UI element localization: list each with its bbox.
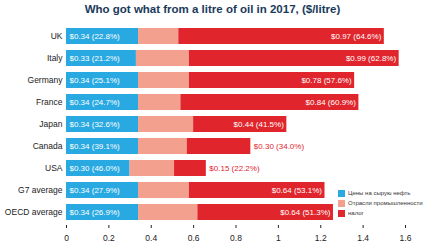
svg-text:1.4: 1.4 [357, 233, 369, 243]
svg-text:$0.34 (27.9%): $0.34 (27.9%) [70, 186, 121, 195]
svg-text:G7 average: G7 average [18, 185, 63, 195]
svg-text:0.4: 0.4 [145, 233, 157, 243]
svg-text:0: 0 [64, 233, 69, 243]
svg-text:$0.33 (21.2%): $0.33 (21.2%) [70, 54, 121, 63]
html-text:Отрасли промышленности: Отрасли промышленности [348, 200, 423, 206]
svg-text:Germany: Germany [28, 75, 64, 85]
svg-text:UK: UK [51, 31, 63, 41]
html-text:Who got what from a litre of o: Who got what from a litre of oil in 2017… [84, 3, 341, 15]
svg-text:1.6: 1.6 [400, 233, 412, 243]
svg-text:$0.34 (32.6%): $0.34 (32.6%) [70, 120, 121, 129]
svg-text:$0.84 (60.9%): $0.84 (60.9%) [306, 98, 357, 107]
svg-text:$0.64 (51.3%): $0.64 (51.3%) [280, 208, 331, 217]
svg-text:0.2: 0.2 [103, 233, 115, 243]
svg-text:$0.30 (34.0%): $0.30 (34.0%) [254, 142, 305, 151]
svg-text:$0.34 (22.8%): $0.34 (22.8%) [70, 32, 121, 41]
svg-text:$0.34 (26.9%): $0.34 (26.9%) [70, 208, 121, 217]
svg-text:Italy: Italy [47, 53, 63, 63]
svg-text:1: 1 [276, 233, 281, 243]
svg-text:USA: USA [45, 163, 63, 173]
html-text:Цены на сырую нефть: Цены на сырую нефть [348, 190, 411, 196]
svg-text:0.6: 0.6 [188, 233, 200, 243]
svg-text:$0.44 (41.5%): $0.44 (41.5%) [234, 120, 285, 129]
svg-text:$0.34 (25.1%): $0.34 (25.1%) [70, 76, 121, 85]
svg-text:$0.64 (53.1%): $0.64 (53.1%) [272, 186, 323, 195]
svg-text:Canada: Canada [33, 141, 63, 151]
svg-text:$0.78 (57.6%): $0.78 (57.6%) [301, 76, 352, 85]
html-text:налог: налог [348, 210, 364, 216]
svg-text:OECD average: OECD average [5, 207, 63, 217]
svg-text:France: France [36, 97, 63, 107]
svg-text:$0.97 (64.6%): $0.97 (64.6%) [331, 32, 382, 41]
svg-text:Japan: Japan [39, 119, 62, 129]
svg-text:$0.34 (39.1%): $0.34 (39.1%) [70, 142, 121, 151]
svg-text:$0.99 (62.8%): $0.99 (62.8%) [346, 54, 397, 63]
svg-text:0.8: 0.8 [230, 233, 242, 243]
svg-text:1.2: 1.2 [315, 233, 327, 243]
svg-text:$0.34 (24.7%): $0.34 (24.7%) [70, 98, 121, 107]
svg-text:$0.30 (46.0%): $0.30 (46.0%) [70, 164, 121, 173]
svg-text:$0.15 (22.2%): $0.15 (22.2%) [209, 164, 260, 173]
